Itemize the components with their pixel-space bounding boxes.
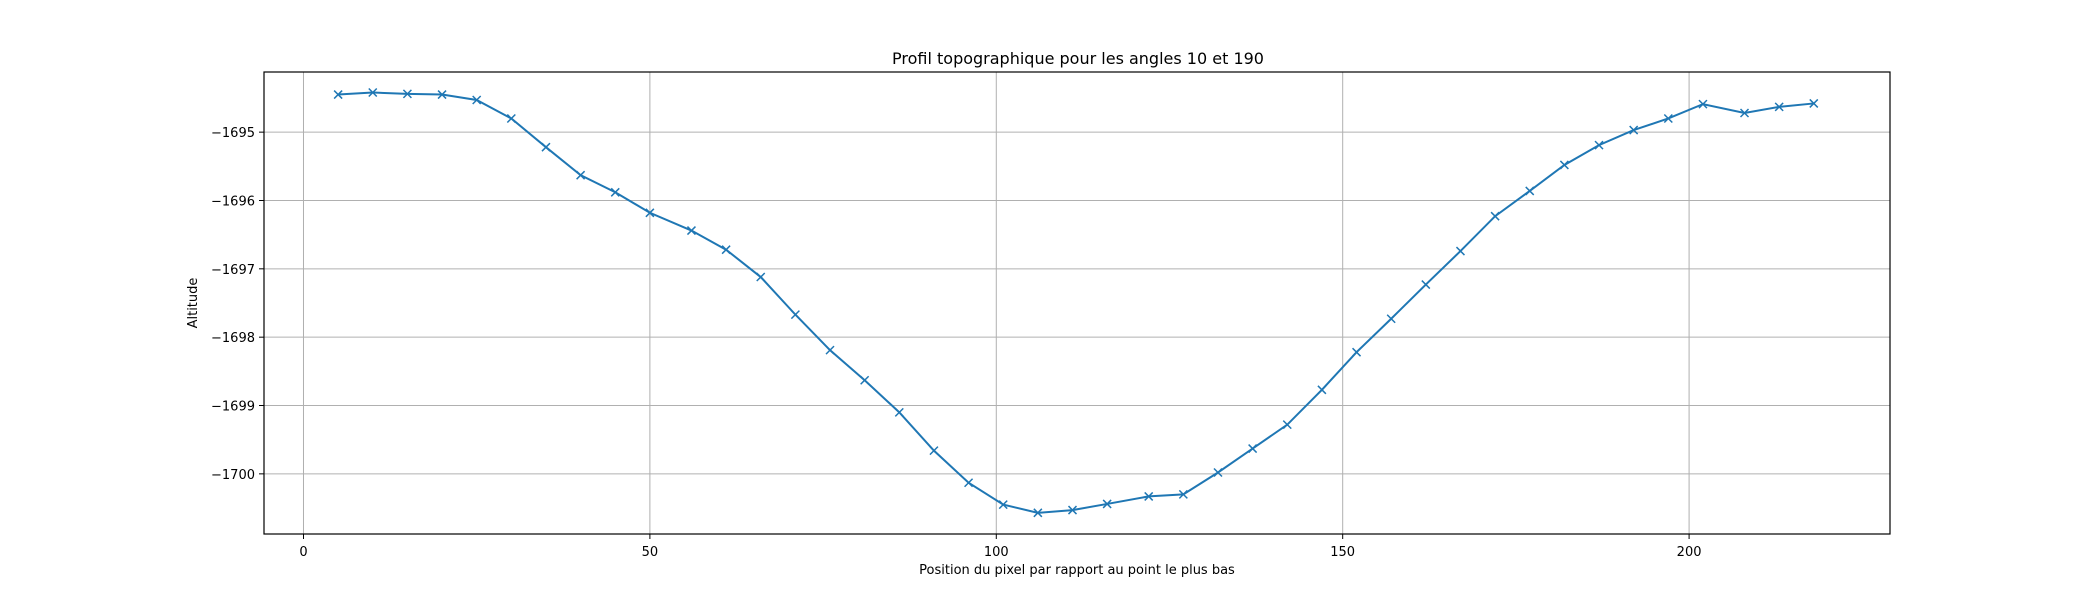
data-point [645, 208, 655, 218]
x-tick-label: 100 [984, 545, 1009, 560]
data-point [1525, 186, 1535, 196]
y-axis: −1700 −1699 −1698 −1697 −1696 −1695 [211, 126, 264, 483]
data-point [998, 500, 1008, 510]
chart-title: Profil topographique pour les angles 10 … [892, 49, 1264, 68]
plot-frame [263, 71, 1891, 535]
data-point [1455, 246, 1465, 256]
data-point [610, 187, 620, 197]
series-layer [333, 87, 1819, 518]
data-point [1282, 420, 1292, 430]
data-point [756, 272, 766, 282]
series-line [338, 91, 1814, 514]
data-point [1248, 444, 1258, 454]
data-point [1317, 385, 1327, 395]
data-point [1102, 499, 1112, 509]
x-tick-label: 0 [299, 545, 307, 560]
x-axis: 0 50 100 150 200 [299, 534, 1702, 560]
x-tick-label: 200 [1677, 545, 1702, 560]
data-point [506, 113, 516, 124]
data-point [686, 226, 696, 236]
data-point [1067, 505, 1078, 515]
y-tick-label: −1695 [211, 126, 255, 141]
data-point [1490, 211, 1500, 221]
data-point [1629, 125, 1639, 135]
data-point [368, 87, 378, 98]
data-point [1213, 467, 1223, 478]
y-axis-label: Altitude [186, 278, 201, 329]
data-point [1663, 113, 1673, 124]
y-tick-label: −1698 [211, 331, 255, 346]
y-tick-label: −1699 [211, 400, 255, 415]
data-point [402, 89, 412, 99]
y-tick-label: −1700 [211, 468, 255, 483]
data-point [1144, 491, 1154, 501]
x-tick-label: 150 [1330, 545, 1355, 560]
data-point [790, 310, 800, 320]
data-point [860, 375, 870, 385]
data-point [825, 345, 835, 355]
y-tick-label: −1696 [211, 194, 255, 209]
data-point [1594, 140, 1604, 150]
x-axis-label: Position du pixel par rapport au point l… [919, 563, 1235, 578]
data-point [1698, 99, 1708, 109]
data-point [1033, 508, 1043, 518]
data-point [929, 446, 939, 456]
data-point [894, 407, 904, 417]
grid [264, 72, 1890, 534]
data-point [472, 95, 482, 105]
data-point [437, 90, 447, 100]
data-point [1352, 347, 1362, 357]
data-point [333, 90, 343, 100]
data-point [1774, 102, 1784, 112]
y-tick-label: −1697 [211, 263, 255, 278]
data-point [964, 478, 974, 488]
data-point [1421, 280, 1431, 290]
data-point [541, 142, 551, 152]
data-point [1809, 98, 1819, 108]
data-point [1178, 489, 1188, 499]
data-point [1386, 314, 1396, 324]
data-point [576, 170, 586, 180]
data-point [1559, 160, 1569, 170]
data-point [721, 245, 731, 255]
data-point [1739, 108, 1750, 118]
x-tick-label: 50 [642, 545, 659, 560]
